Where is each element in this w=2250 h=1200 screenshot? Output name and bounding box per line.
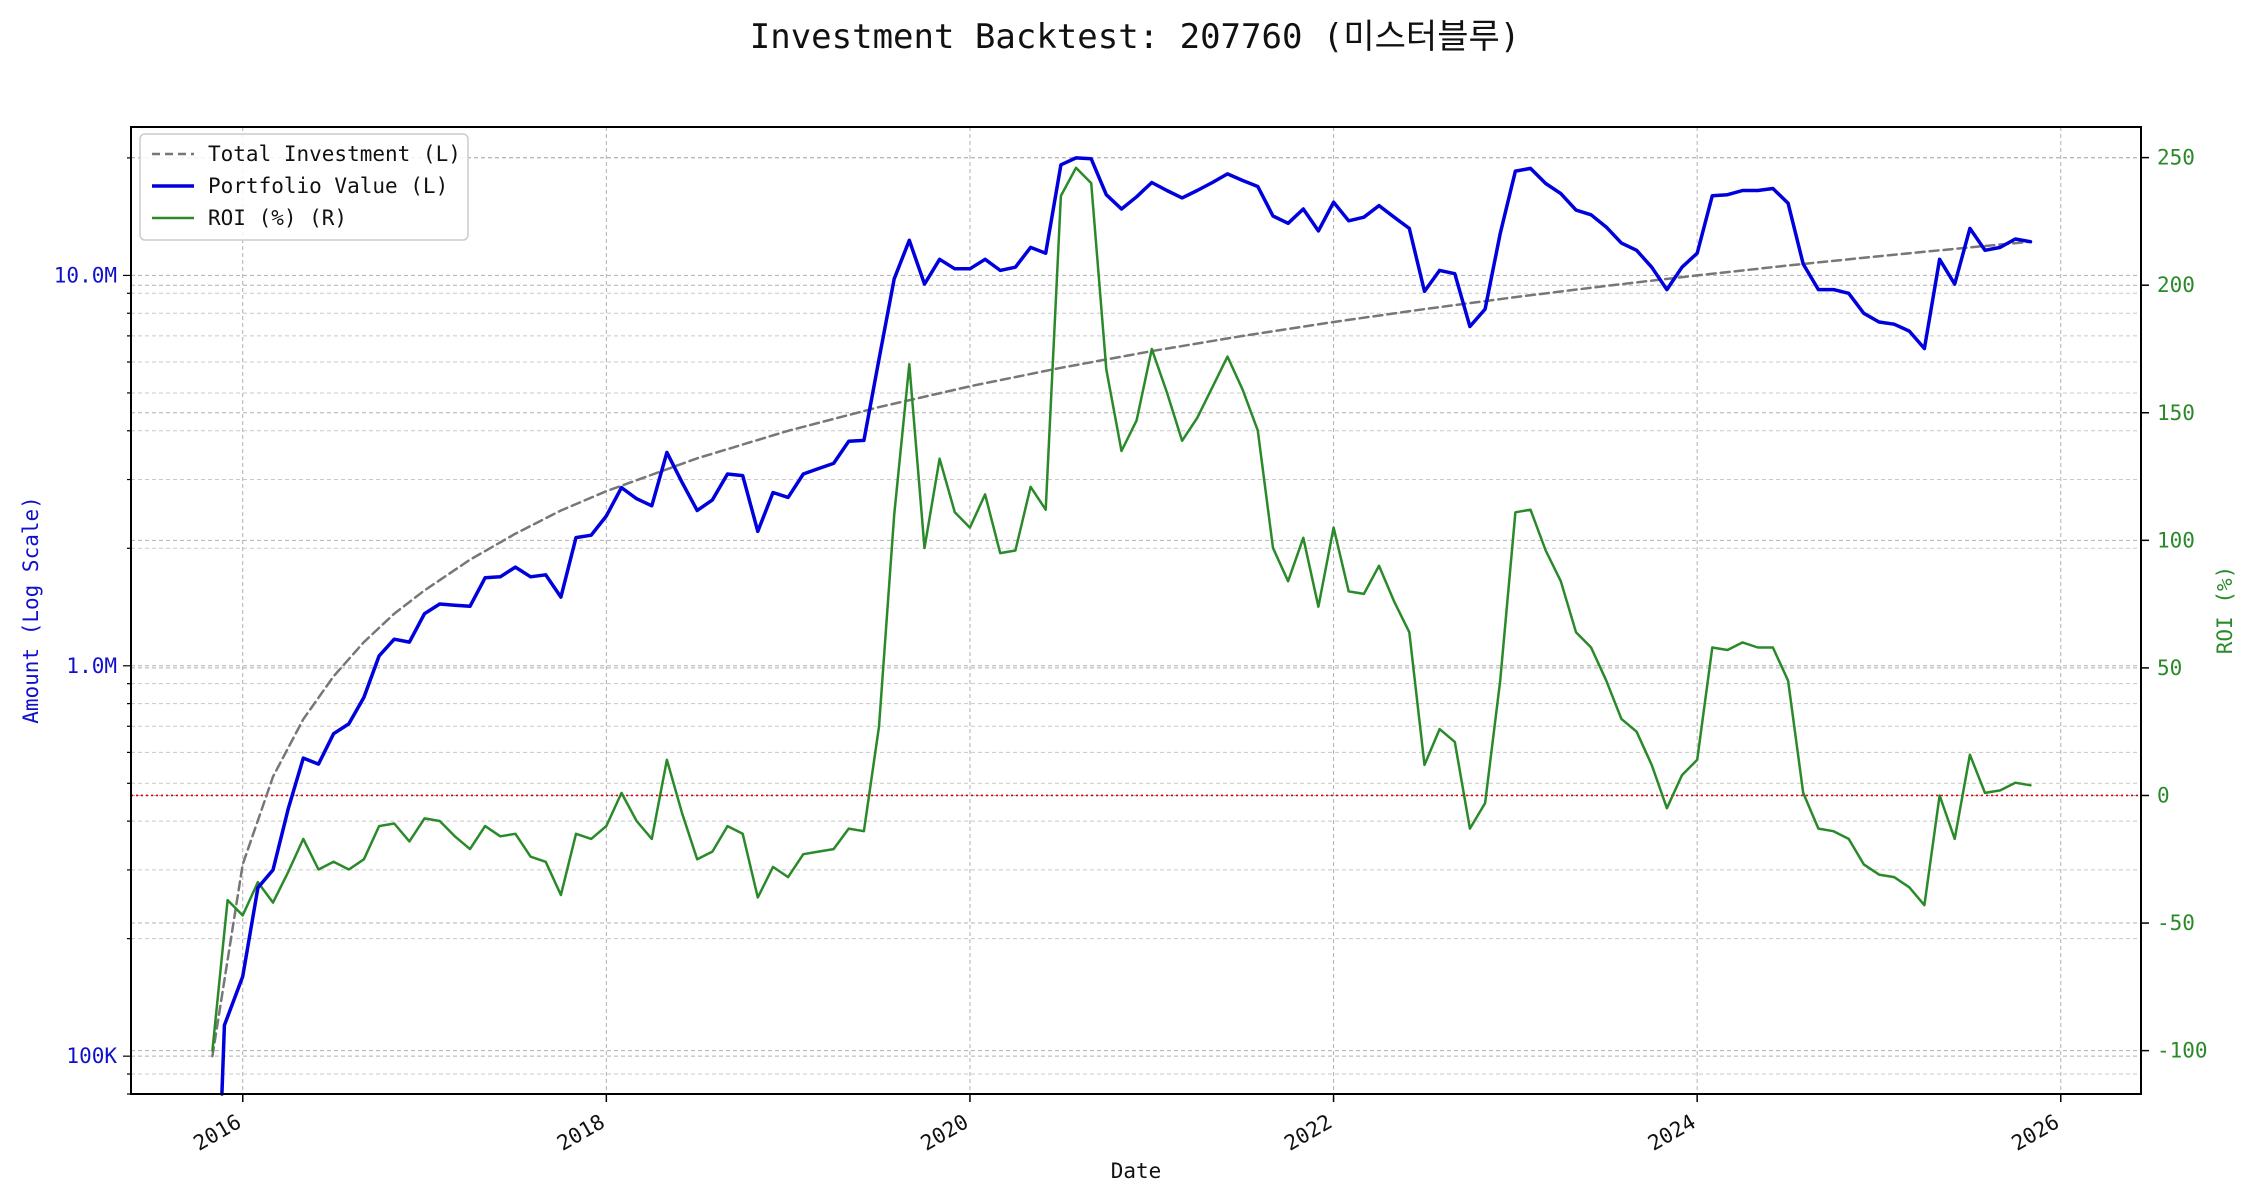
x-tick-label: 2024 [1644, 1110, 1700, 1156]
y-right-tick-label: 100 [2157, 528, 2195, 552]
y-right-tick-label: 200 [2157, 273, 2195, 297]
y-right-tick-label: 250 [2157, 146, 2195, 170]
x-axis-label: Date [1111, 1159, 1162, 1183]
x-tick-label: 2020 [917, 1110, 973, 1156]
y-right-tick-label: -100 [2157, 1039, 2208, 1063]
y-left-axis-label: Amount (Log Scale) [19, 496, 43, 724]
x-tick-label: 2016 [189, 1110, 245, 1156]
x-tick-label: 2026 [2007, 1110, 2063, 1156]
legend-label-investment: Total Investment (L) [208, 142, 461, 166]
y-right-tick-label: 50 [2157, 656, 2182, 680]
plot-area-frame [130, 126, 2142, 1095]
axis-ticks: 2016 2018 2020 2022 2024 2026 100K 1.0M 10.0M -10… [54, 146, 2208, 1156]
series-lines [211, 156, 2033, 1096]
series-portfolio-value [220, 156, 2033, 1096]
legend: Total Investment (L) Portfolio Value (L)… [139, 133, 469, 241]
y-right-tick-label: 0 [2157, 783, 2170, 807]
y-right-tick-label: 150 [2157, 401, 2195, 425]
grid-lines [131, 127, 2141, 1095]
y-right-axis-label: ROI (%) [2213, 566, 2237, 655]
x-tick-label: 2018 [553, 1110, 609, 1156]
legend-label-roi: ROI (%) (R) [208, 206, 347, 230]
series-total-investment [211, 240, 2032, 1058]
y-left-tick-label: 1.0M [66, 654, 117, 678]
y-right-tick-label: -50 [2157, 911, 2195, 935]
legend-box [139, 133, 469, 241]
series-roi [211, 166, 2032, 1052]
chart-title: Investment Backtest: 207760 (미스터블루) [750, 17, 1521, 57]
y-left-tick-label: 10.0M [54, 263, 117, 287]
y-left-tick-label: 100K [66, 1044, 117, 1068]
x-tick-label: 2022 [1280, 1110, 1336, 1156]
legend-label-portfolio: Portfolio Value (L) [208, 174, 448, 198]
